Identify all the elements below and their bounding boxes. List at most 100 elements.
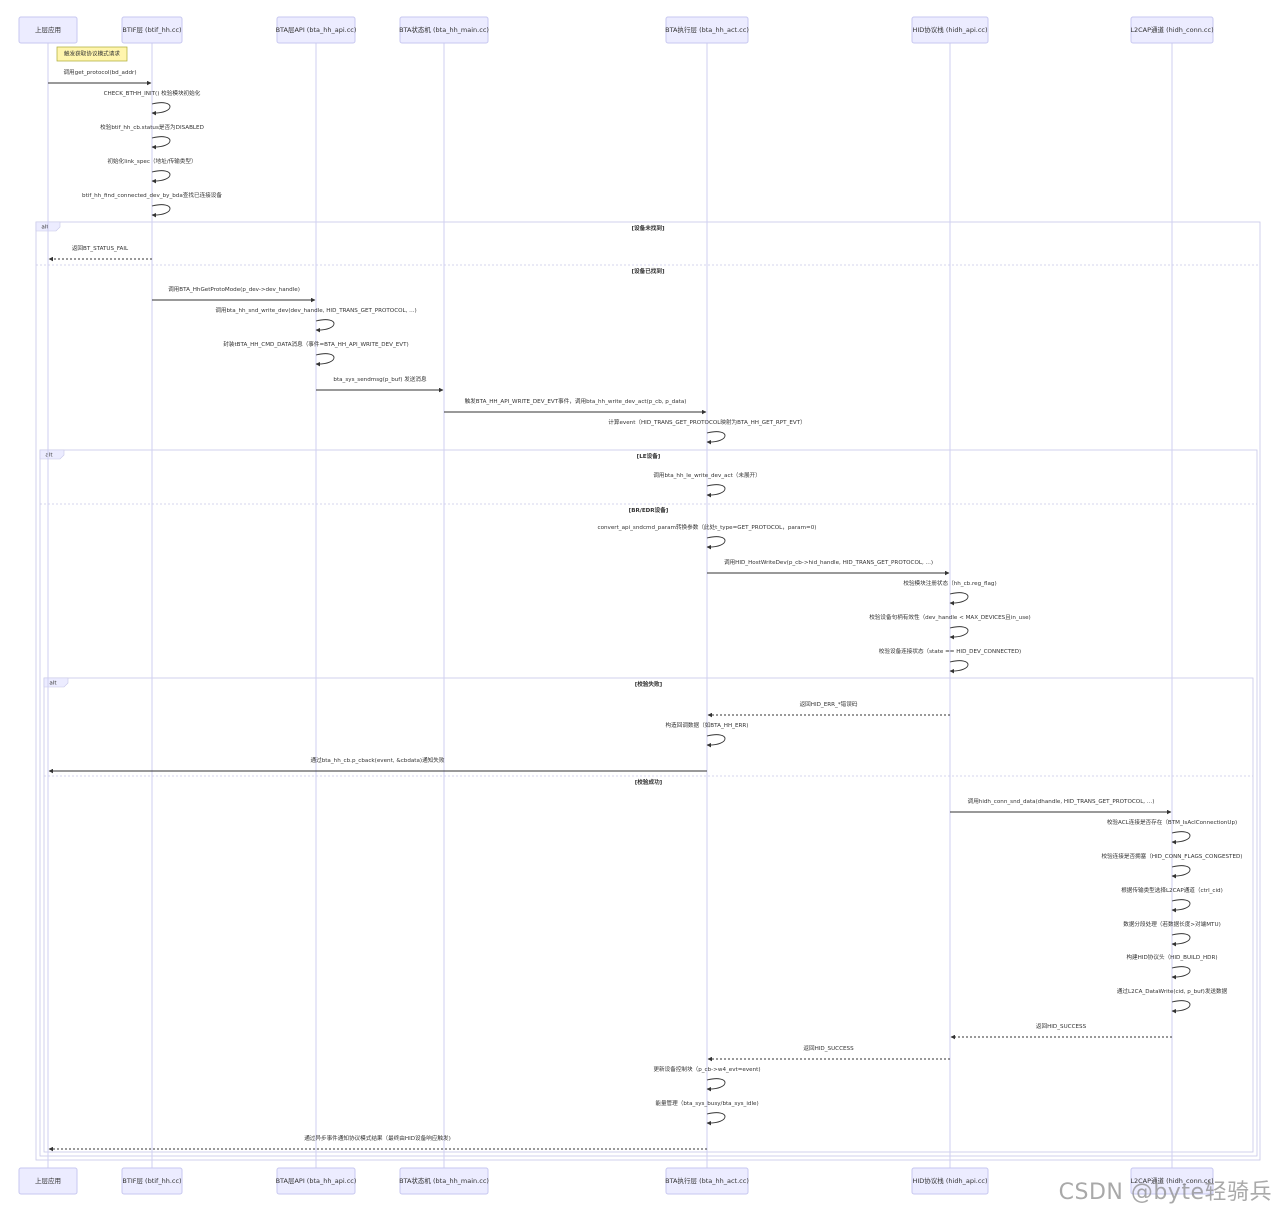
message-label: 封装tBTA_HH_CMD_DATA消息（事件=BTA_HH_API_WRITE… — [223, 340, 408, 348]
message-label: 构建HID协议头（HID_BUILD_HDR) — [1126, 953, 1217, 961]
alt-frame — [43, 677, 1254, 1153]
alt-frame-tag — [39, 449, 65, 460]
message-label: 数据分段处理（若数据长度>对端MTU) — [1123, 920, 1221, 928]
alt-frame — [39, 449, 1258, 1157]
self-message-arrow — [1171, 865, 1191, 879]
self-message-arrow — [706, 1078, 726, 1092]
participant-hidh-top — [911, 16, 989, 44]
alt-frame-label: alt — [45, 453, 53, 459]
note-text: 触发获取协议模式请求 — [64, 50, 120, 58]
self-message-arrow — [151, 170, 171, 184]
participant-label: 上层应用 — [35, 1176, 61, 1185]
alt-condition: [设备未找到] — [631, 224, 665, 232]
participant-sm-top — [399, 16, 489, 44]
participant-act-top — [665, 16, 749, 44]
message-label: 计算event（HID_TRANS_GET_PROTOCOL映射为BTA_HH_… — [608, 418, 805, 426]
message-label: 调用HID_HostWriteDev(p_cb->hid_handle, HID… — [724, 558, 933, 566]
self-message-arrow — [706, 1112, 726, 1126]
message-label: convert_api_sndcmd_param转换参数（此处t_type=GE… — [598, 523, 817, 531]
message-label: 调用BTA_HhGetProtoMode(p_dev->dev_handle) — [168, 285, 300, 293]
self-message-arrow — [1171, 966, 1191, 980]
note — [56, 46, 128, 62]
participant-sm-bottom — [399, 1167, 489, 1195]
self-message-arrow — [706, 734, 726, 748]
message-label: 返回HID_SUCCESS — [803, 1045, 854, 1052]
message-label: 能量管理（bta_sys_busy/bta_sys_idle) — [655, 1099, 758, 1107]
self-message-arrow — [949, 660, 969, 674]
self-message-arrow — [315, 319, 335, 333]
alt-frame-label: alt — [49, 681, 57, 687]
self-message-arrow — [949, 626, 969, 640]
alt-condition: [校验成功] — [635, 778, 663, 786]
self-message-arrow — [151, 136, 171, 150]
participant-label: BTA执行层 (bta_hh_act.cc) — [665, 1176, 749, 1185]
message-label: 调用bta_hh_snd_write_dev(dev_handle, HID_T… — [215, 306, 416, 314]
participant-btif-bottom — [121, 1167, 183, 1195]
alt-frame-tag — [43, 677, 69, 688]
alt-condition: [校验失败] — [635, 680, 663, 688]
self-message-arrow — [706, 431, 726, 445]
participant-api-top — [276, 16, 356, 44]
self-message-arrow — [151, 204, 171, 218]
message-label: 校验连接是否拥塞（HID_CONN_FLAGS_CONGESTED) — [1101, 852, 1242, 860]
participant-label: BTIF层 (btif_hh.cc) — [122, 1177, 181, 1185]
participant-label: BTIF层 (btif_hh.cc) — [122, 26, 181, 34]
self-message-arrow — [1171, 899, 1191, 913]
message-label: 通过bta_hh_cb.p_cback(event, &cbdata)通知失败 — [311, 756, 445, 764]
self-message-arrow — [1171, 933, 1191, 947]
message-label: 返回BT_STATUS_FAIL — [72, 245, 129, 252]
participant-label: HID协议栈 (hidh_api.cc) — [913, 25, 988, 34]
participant-label: L2CAP通道 (hidh_conn.cc) — [1130, 1176, 1213, 1185]
message-label: 校验设备句柄有效性（dev_handle < MAX_DEVICES且in_us… — [869, 613, 1031, 621]
self-message-arrow — [1171, 1000, 1191, 1014]
message-label: 更新设备控制块（p_cb->w4_evt=event) — [653, 1065, 760, 1073]
message-label: 根据传输类型选择L2CAP通道（ctrl_cid) — [1121, 886, 1223, 894]
participant-label: BTA层API (bta_hh_api.cc) — [276, 26, 357, 34]
message-label: 通过异步事件通知协议模式结果（最终由HID设备响应触发) — [304, 1134, 451, 1142]
message-label: CHECK_BTHH_INIT() 校验模块初始化 — [104, 89, 201, 97]
message-label: 调用bta_hh_le_write_dev_act（未展开） — [653, 471, 760, 479]
participant-label: L2CAP通道 (hidh_conn.cc) — [1130, 25, 1213, 34]
alt-frame — [35, 221, 1261, 1161]
message-label: 校验ACL连接是否存在（BTM_IsAclConnectionUp) — [1107, 818, 1237, 826]
message-label: 返回HID_ERR_*错误码 — [800, 700, 858, 708]
message-label: 通过L2CA_DataWrite(cid, p_buf)发送数据 — [1117, 987, 1228, 995]
message-label: 校验设备连接状态（state == HID_DEV_CONNECTED) — [879, 647, 1021, 655]
message-label: 校验模块注册状态（hh_cb.reg_flag) — [903, 579, 996, 587]
self-message-arrow — [1171, 831, 1191, 845]
watermark: CSDN @byte轻骑兵 — [1058, 1180, 1272, 1205]
self-message-arrow — [949, 592, 969, 606]
participant-label: BTA执行层 (bta_hh_act.cc) — [665, 25, 749, 34]
message-label: 调用get_protocol(bd_addr) — [63, 68, 136, 76]
message-label: 初始化link_spec（地址/传输类型） — [107, 157, 196, 165]
message-label: 返回HID_SUCCESS — [1036, 1023, 1087, 1030]
participant-label: HID协议栈 (hidh_api.cc) — [913, 1176, 988, 1185]
participant-label: BTA状态机 (bta_hh_main.cc) — [399, 25, 489, 34]
self-message-arrow — [315, 353, 335, 367]
alt-condition: [LE设备] — [637, 452, 661, 460]
self-message-arrow — [151, 102, 171, 116]
self-message-arrow — [706, 536, 726, 550]
participant-label: 上层应用 — [35, 25, 61, 34]
participant-label: BTA状态机 (bta_hh_main.cc) — [399, 1176, 489, 1185]
participant-btif-top — [121, 16, 183, 44]
self-message-arrow — [706, 484, 726, 498]
participant-app-top — [18, 16, 78, 44]
participant-l2cap-bottom — [1130, 1167, 1214, 1195]
message-label: 调用hidh_conn_snd_data(dhandle, HID_TRANS_… — [968, 797, 1155, 805]
alt-condition: [BR/EDR设备] — [629, 506, 669, 514]
participant-app-bottom — [18, 1167, 78, 1195]
alt-condition: [设备已找到] — [631, 267, 665, 275]
alt-frame-label: alt — [41, 225, 49, 231]
participant-act-bottom — [665, 1167, 749, 1195]
message-label: bta_sys_sendmsg(p_buf) 发送消息 — [333, 375, 427, 383]
message-label: 触发BTA_HH_API_WRITE_DEV_EVT事件，调用bta_hh_wr… — [465, 397, 687, 405]
participant-hidh-bottom — [911, 1167, 989, 1195]
message-label: 构造回调数据（如BTA_HH_ERR) — [666, 721, 749, 729]
message-label: btif_hh_find_connected_dev_by_bda查找已连接设备 — [82, 191, 222, 199]
participant-l2cap-top — [1130, 16, 1214, 44]
participant-label: BTA层API (bta_hh_api.cc) — [276, 1177, 357, 1185]
message-label: 校验btif_hh_cb.status是否为DISABLED — [100, 123, 204, 131]
participant-api-bottom — [276, 1167, 356, 1195]
